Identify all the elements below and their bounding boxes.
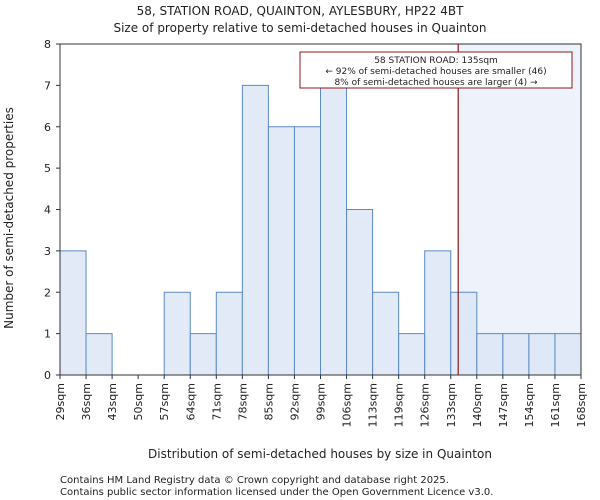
x-tick-label-119sqm: 119sqm — [393, 383, 406, 427]
x-tick-label-78sqm: 78sqm — [236, 383, 249, 420]
x-tick-label-85sqm: 85sqm — [262, 383, 275, 420]
x-tick-label-154sqm: 154sqm — [523, 383, 536, 427]
x-tick-label-92sqm: 92sqm — [288, 383, 301, 420]
annotation-box — [299, 51, 573, 89]
y-tick-label-1: 1 — [44, 328, 51, 341]
bar-99sqm — [320, 84, 348, 376]
x-tick-label-57sqm: 57sqm — [158, 383, 171, 420]
y-tick-label-0: 0 — [44, 369, 51, 382]
x-tick-label-99sqm: 99sqm — [315, 383, 328, 420]
x-axis-label: Distribution of semi-detached houses by … — [148, 447, 492, 461]
bar-57sqm — [163, 291, 191, 376]
footer-line-1: Contains HM Land Registry data © Crown c… — [60, 475, 449, 486]
x-tick-label-126sqm: 126sqm — [419, 383, 432, 427]
bar-106sqm — [346, 209, 374, 376]
bar-119sqm — [398, 333, 426, 376]
y-tick-label-8: 8 — [44, 38, 51, 51]
bar-85sqm — [267, 126, 295, 376]
bar-126sqm — [424, 250, 452, 376]
plot-area: 0 1 2 3 4 5 6 7 8 29sqm 36sqm 43sqm 50sqm 57sqm 64sqm 7… — [44, 38, 588, 427]
x-tick-label-147sqm: 147sqm — [497, 383, 510, 427]
chart-subtitle: Size of property relative to semi-detach… — [113, 21, 486, 35]
y-tick-label-5: 5 — [44, 162, 51, 175]
larger-region-shade — [458, 44, 581, 375]
x-tick-label-36sqm: 36sqm — [80, 383, 93, 420]
bar-113sqm — [372, 291, 400, 376]
x-tick-label-140sqm: 140sqm — [471, 383, 484, 427]
bar-147sqm — [502, 333, 530, 376]
y-tick-label-4: 4 — [44, 204, 51, 217]
annotation-line-3: 8% of semi-detached houses are larger (4… — [334, 78, 538, 88]
bar-64sqm — [189, 333, 217, 376]
x-tick-label-50sqm: 50sqm — [132, 383, 145, 420]
bar-36sqm — [85, 333, 113, 376]
bar-133sqm — [450, 291, 478, 376]
y-tick-label-7: 7 — [44, 79, 51, 92]
bar-92sqm — [293, 126, 322, 376]
annotation-line-1: 58 STATION ROAD: 135sqm — [374, 56, 498, 66]
x-tick-label-43sqm: 43sqm — [106, 383, 119, 420]
y-axis-label: Number of semi-detached properties — [2, 107, 16, 329]
x-tick-label-64sqm: 64sqm — [184, 383, 197, 420]
bar-71sqm — [215, 291, 243, 376]
annotation-line-2: ← 92% of semi-detached houses are smalle… — [325, 67, 546, 77]
y-tick-label-3: 3 — [44, 245, 51, 258]
bar-161sqm — [554, 333, 582, 376]
y-tick-label-2: 2 — [44, 286, 51, 299]
x-tick-label-161sqm: 161sqm — [549, 383, 562, 427]
x-tick-label-168sqm: 168sqm — [575, 383, 588, 427]
x-tick-label-29sqm: 29sqm — [54, 383, 67, 420]
bar-78sqm — [241, 84, 269, 376]
bar-29sqm — [59, 250, 87, 376]
bar-140sqm — [476, 333, 504, 376]
x-tick-label-113sqm: 113sqm — [367, 383, 380, 427]
chart-title: 58, STATION ROAD, QUAINTON, AYLESBURY, H… — [137, 4, 465, 18]
footer-line-2: Contains public sector information licen… — [60, 487, 493, 498]
x-tick-label-133sqm: 133sqm — [445, 383, 458, 427]
bar-154sqm — [528, 333, 556, 376]
y-tick-label-6: 6 — [44, 121, 51, 134]
x-tick-label-106sqm: 106sqm — [341, 383, 354, 427]
x-tick-label-71sqm: 71sqm — [210, 383, 223, 420]
